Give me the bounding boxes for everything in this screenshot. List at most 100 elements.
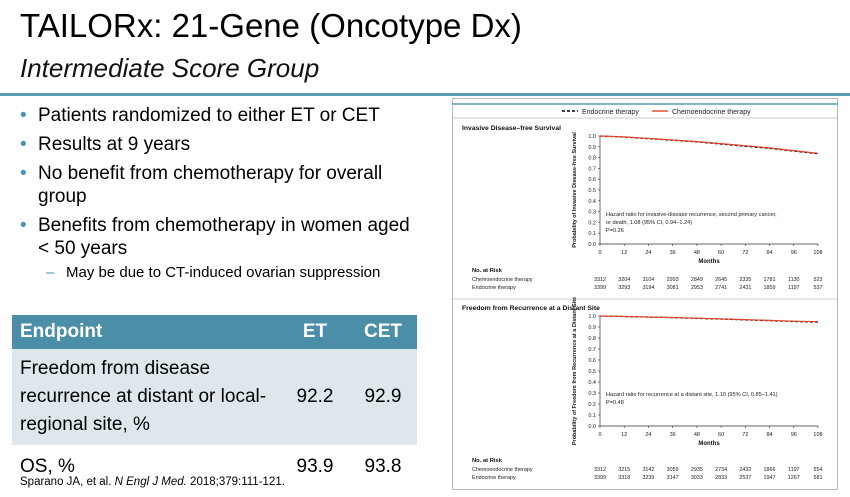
citation-authors: Sparano JA, et al. [20,476,115,488]
y-tick-label: 0.4 [588,380,596,386]
risk-value: 2849 [691,277,703,283]
x-tick-label: 48 [694,432,700,438]
title-divider [0,93,850,96]
x-tick-label: 72 [742,250,748,256]
panel-title: Freedom from Recurrence at a Distant Sit… [462,305,600,312]
endpoint-cell: OS, % [12,445,281,485]
hazard-annotation: Hazard ratio for invasive-disease recurr… [606,212,777,218]
risk-row-label: Endocrine therapy [472,285,516,291]
legend-label-cet: Chemoendocrine therapy [672,109,751,116]
panel-title: Invasive Disease–free Survival [462,125,561,132]
risk-value: 3399 [594,285,606,291]
x-tick-label: 84 [766,432,772,438]
risk-row-label: Endocrine therapy [472,475,516,481]
y-tick-label: 0.0 [588,424,596,430]
risk-value: 1197 [788,285,800,291]
hazard-annotation: P=0.48 [606,400,624,406]
y-axis-label: Probability of Invasive Disease-free Sur… [572,132,578,248]
y-tick-label: 0.8 [588,336,596,342]
series-line-cet [599,135,819,154]
header-endpoint: Endpoint [12,315,281,349]
risk-value: 2432 [739,467,751,473]
y-tick-label: 0.2 [588,402,596,408]
risk-value: 3059 [667,467,679,473]
risk-value: 3215 [618,467,630,473]
x-tick-label: 60 [718,432,724,438]
x-tick-label: 0 [598,250,601,256]
bullet-item: Benefits from chemotherapy in women aged… [18,214,418,260]
hazard-annotation: Hazard ratio for recurrence at a distant… [606,392,778,398]
sub-bullet-item: May be due to CT-induced ovarian suppres… [18,264,418,282]
risk-value: 3318 [618,475,630,481]
y-tick-label: 0.9 [588,145,596,151]
y-axis-label: Probability of Freedom from Recurrence a… [572,297,578,445]
risk-value: 3033 [691,475,703,481]
y-tick-label: 0.3 [588,210,596,216]
y-tick-label: 0.1 [588,413,596,419]
x-tick-label: 12 [621,250,627,256]
y-tick-label: 0.3 [588,391,596,397]
x-tick-label: 12 [621,432,627,438]
legend-label-et: Endocrine therapy [582,109,639,116]
hazard-annotation: or death, 1.08 (95% CI, 0.94–1.24) [606,220,692,226]
x-tick-label: 72 [742,432,748,438]
bullet-item: No benefit from chemotherapy for overall… [18,162,418,208]
x-tick-label: 0 [598,432,601,438]
risk-value: 3312 [594,277,606,283]
risk-value: 2431 [739,285,751,291]
risk-value: 3104 [642,277,654,283]
risk-value: 1197 [788,467,800,473]
slide-subtitle: Intermediate Score Group [20,53,320,83]
risk-value: 3081 [667,285,679,291]
slide-title: TAILORx: 21-Gene (Oncotype Dx) [20,7,522,44]
risk-value: 2734 [715,467,727,473]
x-tick-label: 84 [766,250,772,256]
y-tick-label: 0.9 [588,325,596,331]
risk-value: 554 [814,467,823,473]
risk-value: 523 [814,277,823,283]
risk-value: 581 [814,475,823,481]
km-figure-svg: Endocrine therapy Chemoendocrine therapy I… [452,98,838,490]
x-axis-label: Months [698,259,720,265]
risk-row-label: Chemoendocrine therapy [472,277,533,283]
table-header-row: Endpoint ET CET [12,315,417,349]
citation-details: 2018;379:111-121. [186,476,285,488]
x-tick-label: 48 [694,250,700,256]
y-tick-label: 0.6 [588,358,596,364]
y-tick-label: 0.1 [588,231,596,237]
citation-journal: N Engl J Med. [114,476,187,488]
risk-value: 2645 [715,277,727,283]
risk-value: 1866 [764,467,776,473]
x-tick-label: 96 [791,250,797,256]
x-tick-label: 60 [718,250,724,256]
risk-value: 2935 [691,467,703,473]
y-tick-label: 0.0 [588,242,596,248]
risk-value: 3239 [642,475,654,481]
risk-value: 3204 [618,277,630,283]
cet-value: 92.9 [349,349,417,445]
bullet-item: Patients randomized to either ET or CET [18,104,418,127]
risk-value: 1130 [788,277,800,283]
y-tick-label: 0.5 [588,188,596,194]
km-figure: Endocrine therapy Chemoendocrine therapy I… [452,98,838,490]
risk-value: 2741 [715,285,727,291]
x-tick-label: 108 [813,250,822,256]
risk-value: 1267 [788,475,800,481]
table-row: Freedom from disease recurrence at dista… [12,349,417,445]
x-tick-label: 36 [670,432,676,438]
risk-heading: No. at Risk [472,268,503,274]
risk-value: 3399 [594,475,606,481]
y-tick-label: 0.8 [588,156,596,162]
x-tick-label: 24 [645,250,651,256]
risk-value: 1859 [764,285,776,291]
y-tick-label: 1.0 [588,314,596,320]
x-axis-label: Months [698,441,720,447]
citation: Sparano JA, et al. N Engl J Med. 2018;37… [20,476,285,488]
risk-value: 2833 [715,475,727,481]
table-row: OS, % 93.9 93.8 [12,445,417,485]
risk-value: 2335 [739,277,751,283]
y-tick-label: 0.6 [588,177,596,183]
y-tick-label: 0.2 [588,220,596,226]
endpoint-table: Endpoint ET CET Freedom from disease rec… [12,315,417,485]
y-tick-label: 0.7 [588,166,596,172]
